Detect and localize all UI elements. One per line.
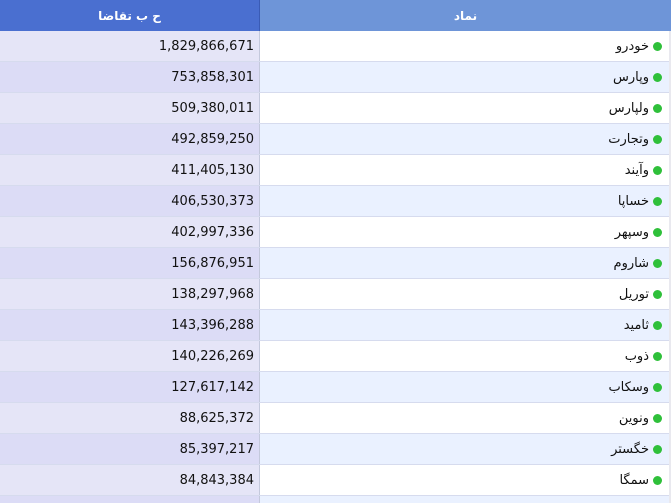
table-row[interactable]: 143,396,288 ثامید xyxy=(0,310,671,341)
demand-volume-cell: 88,625,372 xyxy=(0,403,260,433)
demand-volume-cell: 492,859,250 xyxy=(0,124,260,154)
symbol-cell[interactable]: ولپارس xyxy=(260,93,671,123)
symbol-name[interactable]: خساپا xyxy=(617,193,649,209)
column-header-symbol[interactable]: نماد xyxy=(260,0,671,31)
symbol-name[interactable]: شاروم xyxy=(613,255,649,271)
symbol-cell[interactable]: خساپا xyxy=(260,186,671,216)
table-row[interactable]: 753,858,301 وپارس xyxy=(0,62,671,93)
table-header: ح ب تقاضا نماد xyxy=(0,0,671,31)
status-dot-icon xyxy=(653,41,662,51)
symbol-cell[interactable] xyxy=(260,496,671,503)
table-row[interactable]: 140,226,269 ذوب xyxy=(0,341,671,372)
status-dot-icon xyxy=(653,382,662,392)
symbol-cell[interactable]: سمگا xyxy=(260,465,671,495)
demand-volume-cell: 411,405,130 xyxy=(0,155,260,185)
demand-volume-cell: 85,397,217 xyxy=(0,434,260,464)
column-header-demand-volume[interactable]: ح ب تقاضا xyxy=(0,0,260,31)
demand-volume-cell: 509,380,011 xyxy=(0,93,260,123)
status-dot-icon xyxy=(653,289,662,299)
symbol-name[interactable]: وآیند xyxy=(624,162,649,178)
symbol-name[interactable]: خگستر xyxy=(611,441,649,457)
table-row[interactable]: 492,859,250 وتجارت xyxy=(0,124,671,155)
table-row[interactable]: 402,997,336 وسپهر xyxy=(0,217,671,248)
symbol-cell[interactable]: توریل xyxy=(260,279,671,309)
status-dot-icon xyxy=(653,258,662,268)
symbol-name[interactable]: ذوب xyxy=(624,348,649,364)
table-row[interactable]: 406,530,373 خساپا xyxy=(0,186,671,217)
demand-volume-cell: 406,530,373 xyxy=(0,186,260,216)
symbol-name[interactable]: وسکاب xyxy=(608,379,649,395)
symbol-cell[interactable]: ذوب xyxy=(260,341,671,371)
status-dot-icon xyxy=(653,227,662,237)
status-dot-icon xyxy=(653,72,662,82)
demand-volume-cell: 143,396,288 xyxy=(0,310,260,340)
status-dot-icon xyxy=(653,196,662,206)
symbol-cell[interactable]: خگستر xyxy=(260,434,671,464)
status-dot-icon xyxy=(653,475,662,485)
symbol-cell[interactable]: ونوین xyxy=(260,403,671,433)
demand-volume-cell: 1,829,866,671 xyxy=(0,31,260,61)
status-dot-icon xyxy=(653,134,662,144)
table-row[interactable] xyxy=(0,496,671,503)
table-body: 1,829,866,671 خودرو 753,858,301 وپارس 509,38… xyxy=(0,31,671,503)
status-dot-icon xyxy=(653,351,662,361)
symbol-name[interactable]: ولپارس xyxy=(608,100,649,116)
status-dot-icon xyxy=(653,444,662,454)
table-row[interactable]: 138,297,968 توریل xyxy=(0,279,671,310)
status-dot-icon xyxy=(653,320,662,330)
symbol-name[interactable]: وپارس xyxy=(612,69,649,85)
symbol-name[interactable]: وسپهر xyxy=(614,224,649,240)
table-row[interactable]: 156,876,951 شاروم xyxy=(0,248,671,279)
symbol-cell[interactable]: وسکاب xyxy=(260,372,671,402)
symbol-name[interactable]: توریل xyxy=(618,286,649,302)
symbol-name[interactable]: وتجارت xyxy=(608,131,649,147)
demand-volume-cell: 140,226,269 xyxy=(0,341,260,371)
symbol-cell[interactable]: شاروم xyxy=(260,248,671,278)
status-dot-icon xyxy=(653,165,662,175)
demand-volume-cell: 138,297,968 xyxy=(0,279,260,309)
demand-volume-cell: 84,843,384 xyxy=(0,465,260,495)
symbol-name[interactable]: خودرو xyxy=(615,38,649,54)
table-row[interactable]: 127,617,142 وسکاب xyxy=(0,372,671,403)
symbol-cell[interactable]: وآیند xyxy=(260,155,671,185)
demand-volume-cell: 753,858,301 xyxy=(0,62,260,92)
symbol-cell[interactable]: وپارس xyxy=(260,62,671,92)
symbol-cell[interactable]: خودرو xyxy=(260,31,671,61)
table-row[interactable]: 88,625,372 ونوین xyxy=(0,403,671,434)
table-row[interactable]: 411,405,130 وآیند xyxy=(0,155,671,186)
table-row[interactable]: 1,829,866,671 خودرو xyxy=(0,31,671,62)
table-row[interactable]: 509,380,011 ولپارس xyxy=(0,93,671,124)
demand-volume-cell: 156,876,951 xyxy=(0,248,260,278)
scrollbar[interactable] xyxy=(669,31,671,503)
table-row[interactable]: 84,843,384 سمگا xyxy=(0,465,671,496)
symbol-name[interactable]: ونوین xyxy=(618,410,649,426)
symbol-name[interactable]: سمگا xyxy=(619,472,649,488)
symbol-cell[interactable]: ثامید xyxy=(260,310,671,340)
status-dot-icon xyxy=(653,103,662,113)
demand-volume-cell xyxy=(0,496,260,503)
symbol-cell[interactable]: وتجارت xyxy=(260,124,671,154)
demand-volume-cell: 127,617,142 xyxy=(0,372,260,402)
table-row[interactable]: 85,397,217 خگستر xyxy=(0,434,671,465)
symbol-cell[interactable]: وسپهر xyxy=(260,217,671,247)
demand-volume-cell: 402,997,336 xyxy=(0,217,260,247)
status-dot-icon xyxy=(653,413,662,423)
symbol-name[interactable]: ثامید xyxy=(623,317,649,333)
